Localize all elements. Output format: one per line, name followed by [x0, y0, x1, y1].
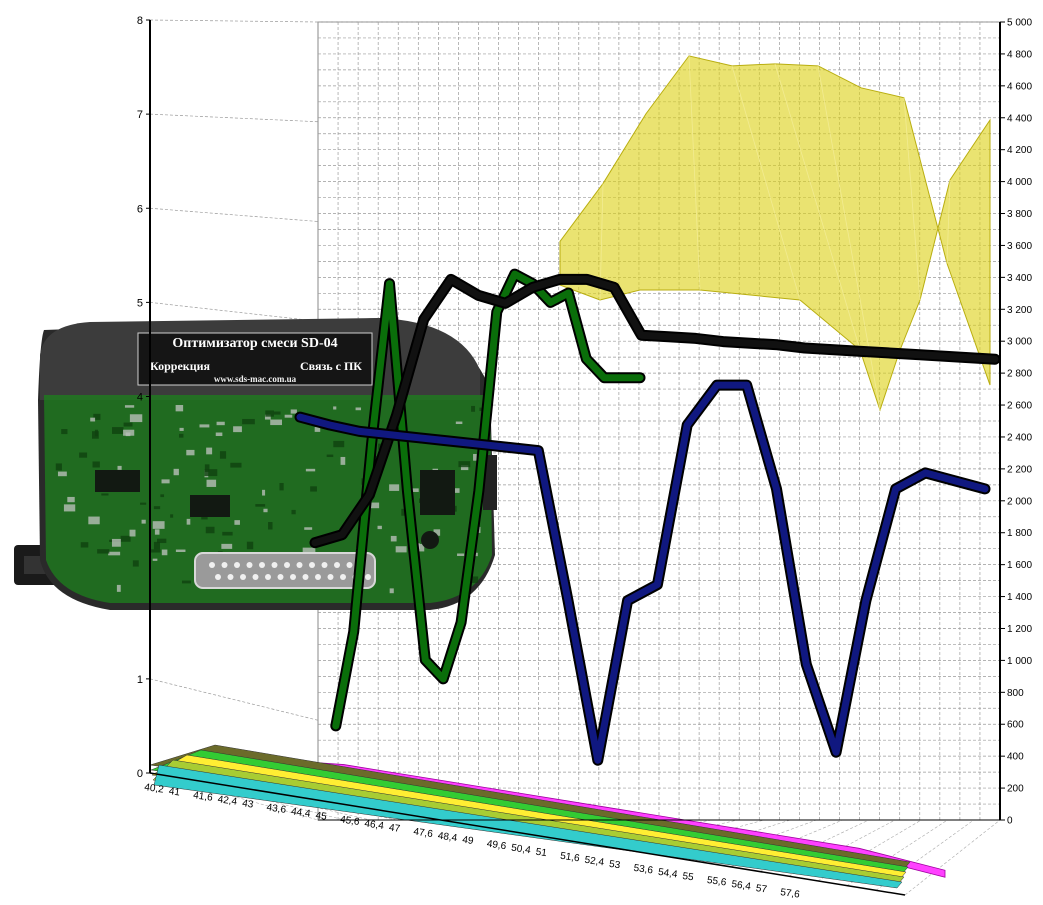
right-tick-label: 1 800 — [1007, 528, 1032, 539]
x-tick-label: 53,6 — [633, 863, 654, 877]
right-tick-label: 200 — [1007, 784, 1024, 795]
x-tick-label: 45,6 — [339, 814, 360, 828]
x-tick-label: 57,6 — [780, 887, 801, 900]
x-tick-label: 47,6 — [413, 827, 434, 841]
x-tick-label: 43 — [241, 798, 254, 811]
device-title: Оптимизатор смеси SD-04 — [172, 336, 337, 351]
device-photo: Оптимизатор смеси SD-04 Коррекция Связь … — [14, 318, 497, 610]
x-tick-label: 45 — [315, 810, 328, 823]
right-tick-label: 1 200 — [1007, 624, 1032, 635]
right-tick-label: 1 400 — [1007, 592, 1032, 603]
right-tick-label: 4 600 — [1007, 81, 1032, 92]
x-tick-label: 53 — [608, 859, 621, 872]
x-tick-label: 49,6 — [486, 839, 507, 853]
right-axis-ticks: 0 200 400 600 800 1 000 1 200 1 400 1 600 1 800 2 … — [1000, 18, 1032, 827]
right-tick-label: 2 000 — [1007, 496, 1032, 507]
right-tick-label: 800 — [1007, 688, 1024, 699]
right-tick-label: 1 600 — [1007, 560, 1032, 571]
right-tick-label: 2 600 — [1007, 401, 1032, 412]
right-tick-label: 4 800 — [1007, 49, 1032, 60]
x-tick-label: 51,6 — [559, 851, 580, 865]
right-tick-label: 600 — [1007, 720, 1024, 731]
right-tick-label: 1 000 — [1007, 656, 1032, 667]
right-tick-label: 2 800 — [1007, 369, 1032, 380]
right-tick-label: 4 200 — [1007, 145, 1032, 156]
right-tick-label: 400 — [1007, 752, 1024, 763]
x-tick-label: 54,4 — [657, 867, 678, 881]
device-label-correction: Коррекция — [150, 359, 211, 373]
left-tick-label: 8 — [137, 15, 143, 27]
left-tick-label: 0 — [137, 768, 143, 780]
x-tick-label: 51 — [535, 847, 548, 860]
x-tick-label: 41,6 — [193, 790, 214, 804]
left-tick-label: 5 — [137, 297, 143, 309]
right-tick-label: 3 600 — [1007, 241, 1032, 252]
x-tick-label: 40,2 — [144, 782, 165, 796]
right-tick-label: 2 400 — [1007, 432, 1032, 443]
x-tick-label: 47 — [388, 822, 401, 835]
x-tick-label: 44,4 — [290, 806, 311, 820]
right-tick-label: 3 000 — [1007, 337, 1032, 348]
x-tick-label: 55,6 — [706, 875, 727, 889]
x-tick-label: 49 — [462, 835, 475, 848]
right-tick-label: 3 400 — [1007, 273, 1032, 284]
x-tick-label: 56,4 — [731, 879, 752, 893]
x-tick-label: 46,4 — [364, 818, 385, 832]
right-tick-label: 0 — [1007, 816, 1013, 827]
x-tick-label: 57 — [755, 883, 768, 896]
right-tick-label: 3 200 — [1007, 305, 1032, 316]
x-tick-label: 42,4 — [217, 794, 238, 808]
right-tick-label: 5 000 — [1007, 18, 1032, 29]
x-tick-label: 50,4 — [511, 843, 532, 857]
left-tick-label: 6 — [137, 203, 143, 215]
x-tick-label: 48,4 — [437, 831, 458, 845]
x-tick-label: 43,6 — [266, 802, 287, 816]
right-tick-label: 2 200 — [1007, 464, 1032, 475]
right-tick-label: 4 000 — [1007, 177, 1032, 188]
x-tick-label: 52,4 — [584, 855, 605, 869]
left-tick-label: 1 — [137, 674, 143, 686]
left-tick-label: 4 — [137, 392, 143, 404]
left-tick-label: 7 — [137, 109, 143, 121]
right-tick-label: 3 800 — [1007, 209, 1032, 220]
device-label-pc-link: Связь с ПК — [300, 359, 362, 373]
right-tick-label: 4 400 — [1007, 113, 1032, 124]
x-tick-label: 41 — [168, 786, 181, 799]
x-tick-label: 55 — [682, 871, 695, 884]
device-url: www.sds-mac.com.ua — [214, 374, 297, 384]
